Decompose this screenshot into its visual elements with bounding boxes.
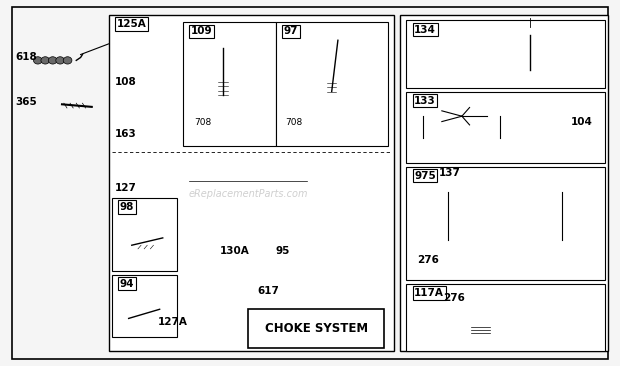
- Polygon shape: [526, 70, 534, 77]
- Text: 133: 133: [414, 96, 436, 106]
- Ellipse shape: [216, 36, 230, 45]
- Ellipse shape: [525, 27, 535, 35]
- Ellipse shape: [232, 216, 239, 220]
- Bar: [400, 15, 608, 351]
- Ellipse shape: [332, 33, 347, 44]
- Bar: [248, 309, 384, 348]
- Text: 130A: 130A: [220, 246, 250, 256]
- Ellipse shape: [217, 157, 279, 205]
- Text: 94: 94: [120, 279, 134, 289]
- Ellipse shape: [189, 145, 307, 232]
- Text: 98: 98: [120, 202, 134, 212]
- Ellipse shape: [126, 245, 135, 249]
- Text: 125A: 125A: [117, 19, 146, 29]
- Text: 163: 163: [115, 128, 136, 139]
- Ellipse shape: [268, 211, 277, 217]
- Polygon shape: [161, 174, 189, 199]
- Ellipse shape: [33, 57, 42, 64]
- Text: 134: 134: [414, 25, 436, 34]
- Text: 109: 109: [191, 26, 213, 36]
- Ellipse shape: [302, 250, 312, 257]
- Text: 276: 276: [443, 293, 465, 303]
- Bar: [406, 284, 604, 351]
- Bar: [183, 22, 276, 146]
- Ellipse shape: [50, 101, 61, 108]
- Text: 365: 365: [16, 97, 37, 108]
- Ellipse shape: [56, 57, 64, 64]
- Text: 127A: 127A: [158, 317, 188, 327]
- Ellipse shape: [41, 57, 50, 64]
- Bar: [276, 22, 388, 146]
- Text: 975: 975: [414, 171, 436, 181]
- Ellipse shape: [525, 79, 535, 82]
- Text: 95: 95: [276, 246, 290, 256]
- Ellipse shape: [123, 318, 133, 321]
- Bar: [112, 198, 177, 271]
- Text: 137: 137: [438, 168, 460, 178]
- Bar: [406, 92, 604, 163]
- Bar: [133, 298, 141, 304]
- Text: 127: 127: [115, 183, 136, 194]
- Text: 117A: 117A: [414, 288, 444, 298]
- Text: 108: 108: [115, 77, 136, 87]
- Text: 276: 276: [417, 255, 439, 265]
- Text: eReplacementParts.com: eReplacementParts.com: [188, 189, 308, 199]
- Bar: [108, 15, 394, 351]
- Text: 617: 617: [257, 286, 279, 296]
- Text: 708: 708: [194, 118, 211, 127]
- Text: 104: 104: [570, 117, 592, 127]
- Bar: [406, 167, 604, 280]
- Bar: [406, 20, 604, 88]
- Ellipse shape: [63, 57, 72, 64]
- Bar: [135, 225, 143, 231]
- Ellipse shape: [48, 57, 57, 64]
- Text: 708: 708: [285, 118, 303, 127]
- Bar: [112, 274, 177, 337]
- Text: CHOKE SYSTEM: CHOKE SYSTEM: [265, 322, 368, 335]
- Text: 97: 97: [284, 26, 298, 36]
- Text: 618: 618: [16, 52, 37, 62]
